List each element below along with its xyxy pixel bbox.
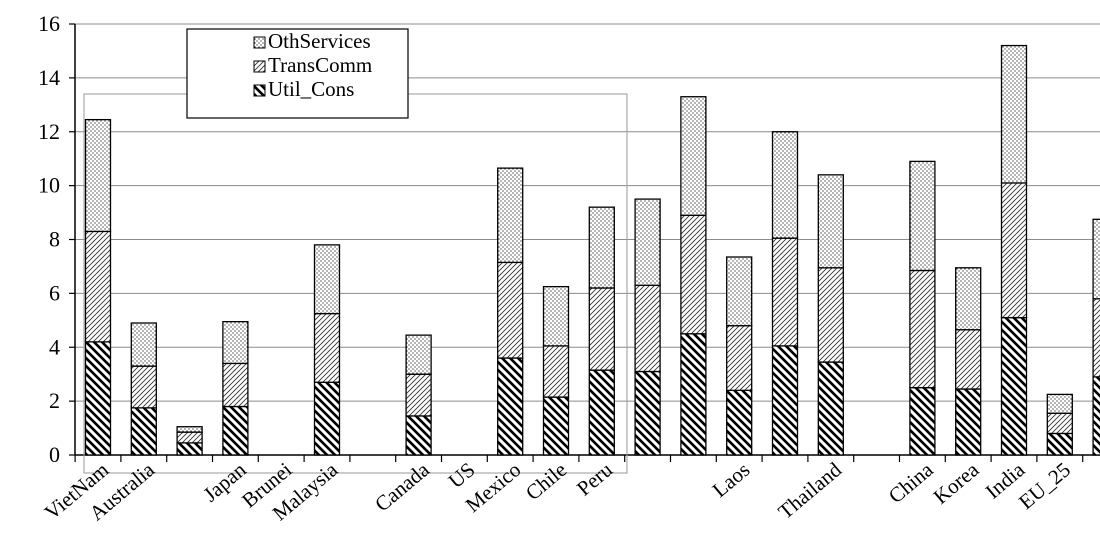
x-tick-label: Korea — [929, 457, 984, 509]
bar-segment-transcomm — [634, 284, 661, 373]
bars — [84, 44, 1100, 456]
legend-box — [186, 28, 409, 119]
bar-segment-othservices — [588, 206, 615, 289]
bar-segment-util-cons — [1000, 316, 1028, 456]
bar-segment-othservices — [84, 118, 112, 233]
y-tick-label: 8 — [49, 227, 60, 252]
bar-segment-othservices — [771, 131, 799, 239]
bar-segment-util-cons — [222, 405, 249, 456]
y-tick-label: 14 — [38, 65, 60, 90]
bar-segment-util-cons — [588, 369, 615, 456]
bar-segment-othservices — [634, 198, 661, 286]
bar-segment-util-cons — [771, 345, 799, 456]
bar-segment-transcomm — [817, 267, 844, 363]
bar-segment-transcomm — [497, 261, 524, 359]
bar-segment-util-cons — [542, 396, 570, 456]
bar-segment-transcomm — [771, 237, 799, 347]
bar-segment-util-cons — [955, 388, 982, 456]
bar-segment-util-cons — [313, 381, 341, 456]
bar-segment-othservices — [1092, 218, 1100, 300]
bar-segment-othservices — [405, 334, 432, 375]
bar-segment-transcomm — [1046, 412, 1073, 435]
y-tick-label: 4 — [49, 334, 60, 359]
bar-segment-othservices — [1046, 393, 1073, 414]
legend-label: TransComm — [268, 53, 372, 77]
y-tick-label: 12 — [38, 119, 60, 144]
y-tick-label: 10 — [38, 173, 60, 198]
y-tick-label: 2 — [49, 388, 60, 413]
bar-segment-transcomm — [909, 269, 936, 389]
bar-segment-util-cons — [909, 387, 936, 456]
bar-segment-othservices — [1000, 44, 1028, 184]
bar-segment-transcomm — [1000, 182, 1028, 319]
y-tick-label: 6 — [49, 280, 60, 305]
legend-swatch — [253, 36, 266, 49]
bar-segment-util-cons — [680, 333, 707, 456]
legend-label: Util_Cons — [268, 77, 354, 101]
bar-segment-util-cons — [817, 361, 844, 456]
x-tick-label: Thailand — [773, 457, 846, 524]
bar-segment-othservices — [313, 244, 341, 315]
bar-segment-transcomm — [955, 329, 982, 390]
bar-segment-othservices — [222, 321, 249, 365]
x-tick-label: Canada — [370, 457, 434, 516]
bar-segment-transcomm — [84, 230, 112, 343]
x-tick-label: Laos — [708, 457, 755, 502]
bar-segment-transcomm — [542, 345, 570, 398]
bar-segment-transcomm — [588, 287, 615, 371]
bar-segment-othservices — [680, 96, 707, 216]
x-tick-label: China — [884, 457, 938, 508]
x-tick-label: Chile — [521, 457, 571, 505]
x-tick-label: EU_25 — [1014, 457, 1075, 514]
bar-segment-transcomm — [1092, 298, 1100, 378]
bar-segment-util-cons — [130, 407, 157, 456]
bar-segment-transcomm — [222, 362, 249, 408]
bar-segment-util-cons — [84, 341, 112, 456]
bar-segment-othservices — [955, 267, 982, 331]
bar-segment-othservices — [130, 322, 157, 367]
bar-segment-util-cons — [497, 357, 524, 456]
bar-segment-othservices — [817, 174, 844, 269]
bar-segment-othservices — [176, 426, 203, 433]
bar-segment-util-cons — [1092, 376, 1100, 456]
bar-segment-util-cons — [1046, 432, 1073, 456]
legend-label: OthServices — [268, 29, 371, 53]
bar-segment-transcomm — [726, 325, 753, 392]
bar-segment-othservices — [497, 167, 524, 264]
y-tick-labels: 0 2 4 6 8 10 12 14 16 — [38, 11, 60, 467]
bar-segment-util-cons — [726, 389, 753, 456]
bar-segment-transcomm — [130, 365, 157, 409]
bar-segment-othservices — [726, 256, 753, 327]
bar-segment-util-cons — [405, 415, 432, 456]
bar-segment-transcomm — [313, 312, 341, 383]
bar-segment-othservices — [542, 285, 570, 347]
bar-segment-transcomm — [680, 214, 707, 335]
bar-segment-transcomm — [405, 373, 432, 417]
legend-swatch — [253, 60, 266, 73]
bar-segment-othservices — [909, 160, 936, 272]
bar-segment-util-cons — [634, 370, 661, 456]
bar-segment-util-cons — [176, 442, 203, 456]
legend-swatch — [253, 84, 266, 97]
x-tick-label: Peru — [572, 457, 617, 500]
y-tick-label: 16 — [38, 11, 60, 36]
y-tick-label: 0 — [49, 442, 60, 467]
bar-segment-transcomm — [176, 431, 203, 444]
